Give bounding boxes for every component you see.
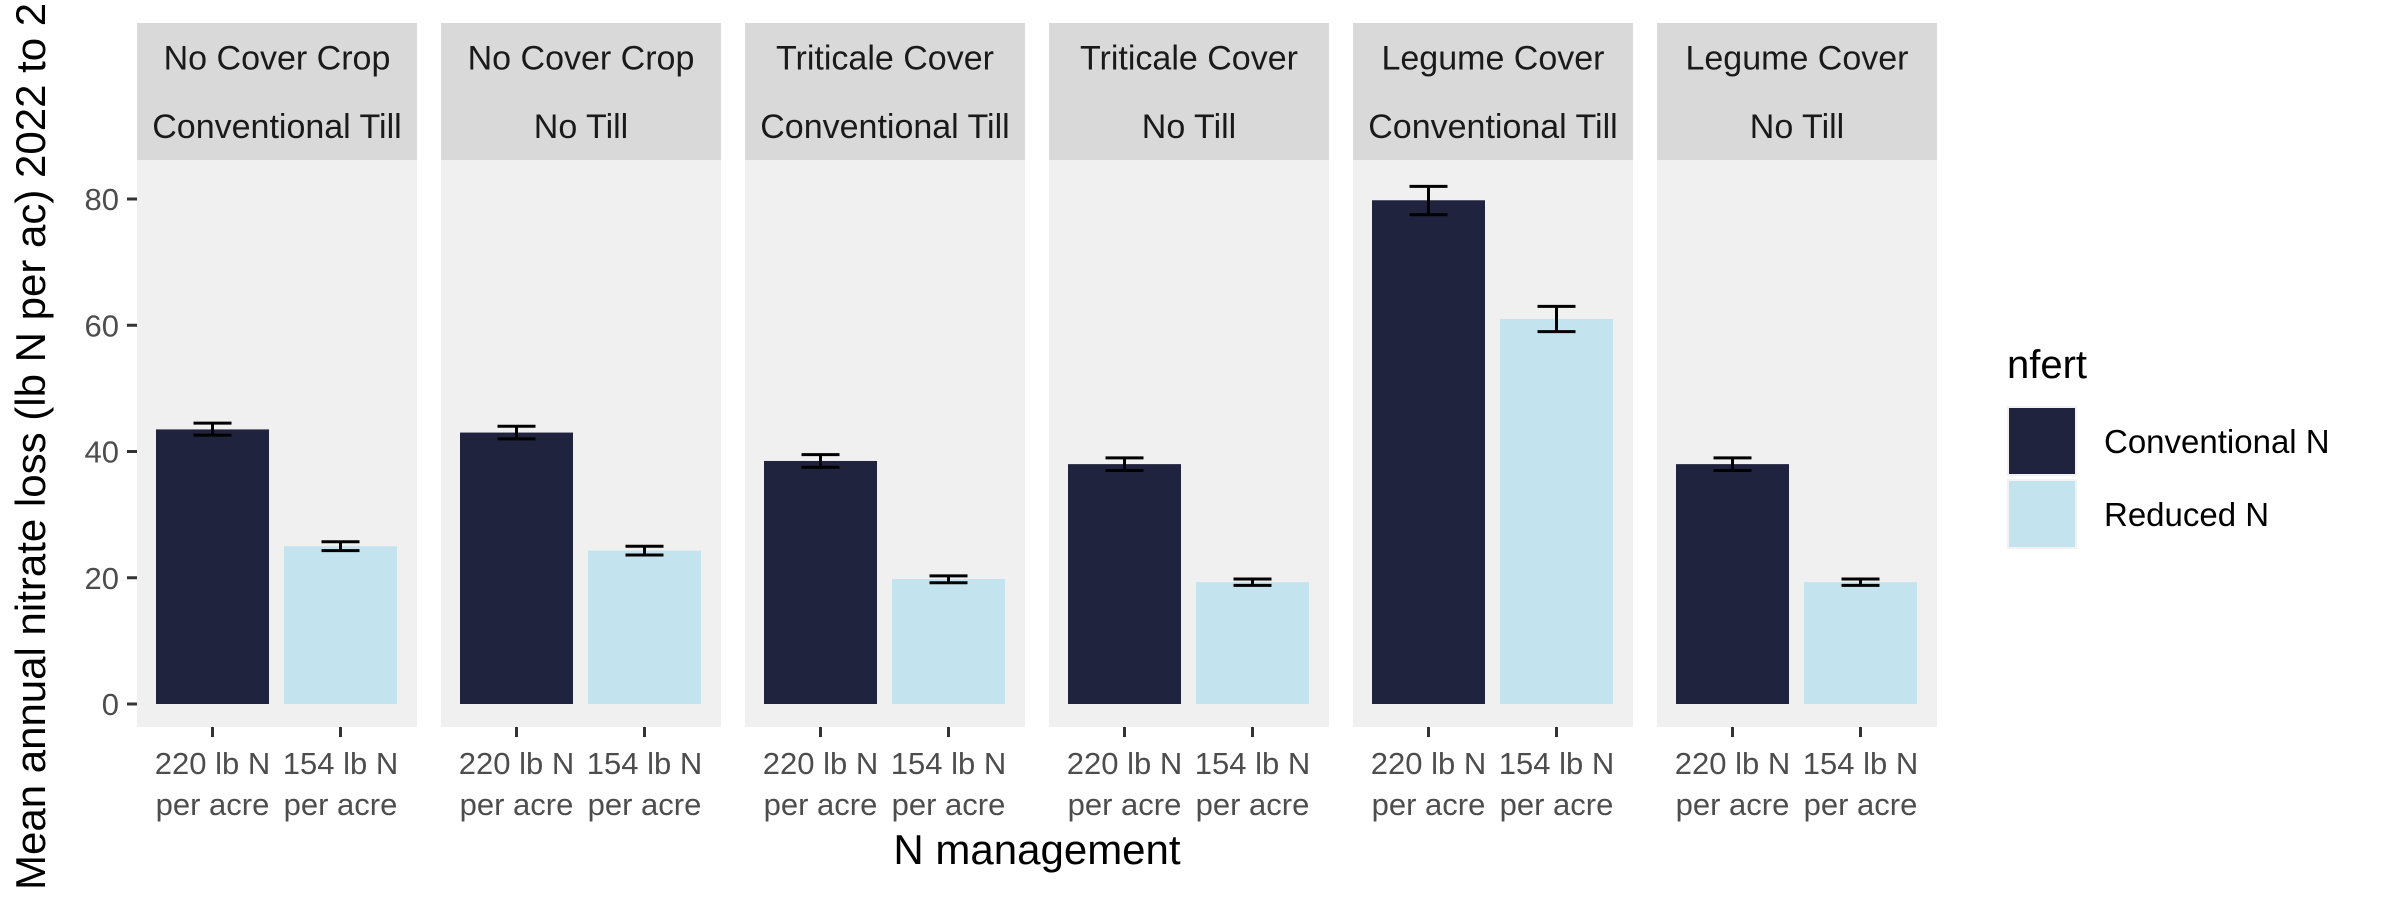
strip-tillage-label: Conventional Till bbox=[760, 108, 1009, 146]
legend-key-swatch bbox=[2009, 408, 2075, 474]
strip-tillage-label: No Till bbox=[1142, 108, 1236, 146]
x-tick-label-line1: 154 lb N bbox=[283, 746, 398, 781]
facet-panel: No Cover Crop Conventional Till 220 lb N pe… bbox=[137, 23, 417, 822]
legend-title: nfert bbox=[2007, 343, 2087, 387]
x-tick-label-line1: 220 lb N bbox=[1067, 746, 1182, 781]
x-tick-label-line2: per acre bbox=[588, 787, 702, 822]
strip-cover-label: No Cover Crop bbox=[164, 40, 391, 78]
x-tick-label-line2: per acre bbox=[1372, 787, 1486, 822]
strip-cover-label: Triticale Cover bbox=[1080, 40, 1298, 78]
x-tick-label-line2: per acre bbox=[1500, 787, 1614, 822]
x-tick-label-line1: 154 lb N bbox=[1195, 746, 1310, 781]
strip-tillage-bg bbox=[1353, 92, 1633, 160]
x-tick-label-line2: per acre bbox=[1068, 787, 1182, 822]
x-tick-label-line2: per acre bbox=[284, 787, 398, 822]
y-axis: 0 20 40 60 80 bbox=[85, 182, 137, 722]
facet-panel: Triticale Cover No Till 220 lb N per acre 15… bbox=[1049, 23, 1329, 822]
strip-tillage-label: Conventional Till bbox=[1368, 108, 1617, 146]
x-tick-label-line1: 154 lb N bbox=[1499, 746, 1614, 781]
facet-panel: Legume Cover No Till 220 lb N per acre 154 l… bbox=[1657, 23, 1937, 822]
x-tick-label-line1: 154 lb N bbox=[1803, 746, 1918, 781]
strip-tillage-bg bbox=[137, 92, 417, 160]
facet-panel: Legume Cover Conventional Till 220 lb N per… bbox=[1353, 23, 1633, 822]
x-tick-label-line2: per acre bbox=[1196, 787, 1310, 822]
strip-tillage-bg bbox=[441, 92, 721, 160]
y-tick-label: 20 bbox=[85, 561, 119, 596]
y-tick-label: 40 bbox=[85, 435, 119, 470]
strip-cover-bg bbox=[137, 23, 417, 92]
strip-cover-label: Legume Cover bbox=[1685, 40, 1908, 78]
strip-tillage-label: No Till bbox=[1750, 108, 1844, 146]
strip-tillage-bg bbox=[1657, 92, 1937, 160]
y-tick-label: 80 bbox=[85, 182, 119, 217]
strip-cover-bg bbox=[1353, 23, 1633, 92]
facet-panel: Triticale Cover Conventional Till 220 lb N… bbox=[745, 23, 1025, 822]
strip-cover-label: No Cover Crop bbox=[468, 40, 695, 78]
x-tick-label-line2: per acre bbox=[156, 787, 270, 822]
x-tick-label-line1: 220 lb N bbox=[155, 746, 270, 781]
x-tick-label-line1: 220 lb N bbox=[1371, 746, 1486, 781]
y-axis-title: Mean annual nitrate loss (lb N per ac) 2… bbox=[7, 3, 54, 890]
x-tick-label-line2: per acre bbox=[460, 787, 574, 822]
bar bbox=[892, 579, 1005, 704]
strip-cover-label: Legume Cover bbox=[1381, 40, 1604, 78]
bar bbox=[1500, 318, 1613, 704]
strip-tillage-label: Conventional Till bbox=[152, 108, 401, 146]
x-tick-label-line1: 220 lb N bbox=[763, 746, 878, 781]
strip-tillage-label: No Till bbox=[534, 108, 628, 146]
x-axis-title: N management bbox=[893, 826, 1180, 873]
bar bbox=[1676, 464, 1789, 704]
facet-panels: No Cover Crop Conventional Till 220 lb N pe… bbox=[137, 23, 1937, 822]
facet-panel: No Cover Crop No Till 220 lb N per acre 154 … bbox=[441, 23, 721, 822]
bar bbox=[1068, 464, 1181, 704]
strip-cover-bg bbox=[1049, 23, 1329, 92]
bar bbox=[764, 460, 877, 704]
bar bbox=[1372, 200, 1485, 704]
y-tick-label: 60 bbox=[85, 308, 119, 343]
legend-key-swatch bbox=[2009, 481, 2075, 547]
strip-cover-bg bbox=[745, 23, 1025, 92]
strip-tillage-bg bbox=[1049, 92, 1329, 160]
strip-cover-label: Triticale Cover bbox=[776, 40, 994, 78]
bar bbox=[156, 429, 269, 704]
strip-tillage-bg bbox=[745, 92, 1025, 160]
legend-label: Conventional N bbox=[2104, 423, 2330, 460]
bar bbox=[588, 550, 701, 704]
bar bbox=[284, 546, 397, 704]
legend-label: Reduced N bbox=[2104, 496, 2269, 533]
legend: nfert Conventional N Reduced N bbox=[2007, 343, 2330, 549]
x-tick-label-line1: 220 lb N bbox=[1675, 746, 1790, 781]
x-tick-label-line2: per acre bbox=[892, 787, 1006, 822]
bar bbox=[460, 432, 573, 704]
y-tick-label: 0 bbox=[102, 687, 119, 722]
x-tick-label-line2: per acre bbox=[764, 787, 878, 822]
x-tick-label-line1: 220 lb N bbox=[459, 746, 574, 781]
x-tick-label-line2: per acre bbox=[1676, 787, 1790, 822]
strip-cover-bg bbox=[441, 23, 721, 92]
x-tick-label-line1: 154 lb N bbox=[891, 746, 1006, 781]
bar bbox=[1196, 582, 1309, 704]
x-tick-label-line2: per acre bbox=[1804, 787, 1918, 822]
strip-cover-bg bbox=[1657, 23, 1937, 92]
x-tick-label-line1: 154 lb N bbox=[587, 746, 702, 781]
bar bbox=[1804, 582, 1917, 704]
